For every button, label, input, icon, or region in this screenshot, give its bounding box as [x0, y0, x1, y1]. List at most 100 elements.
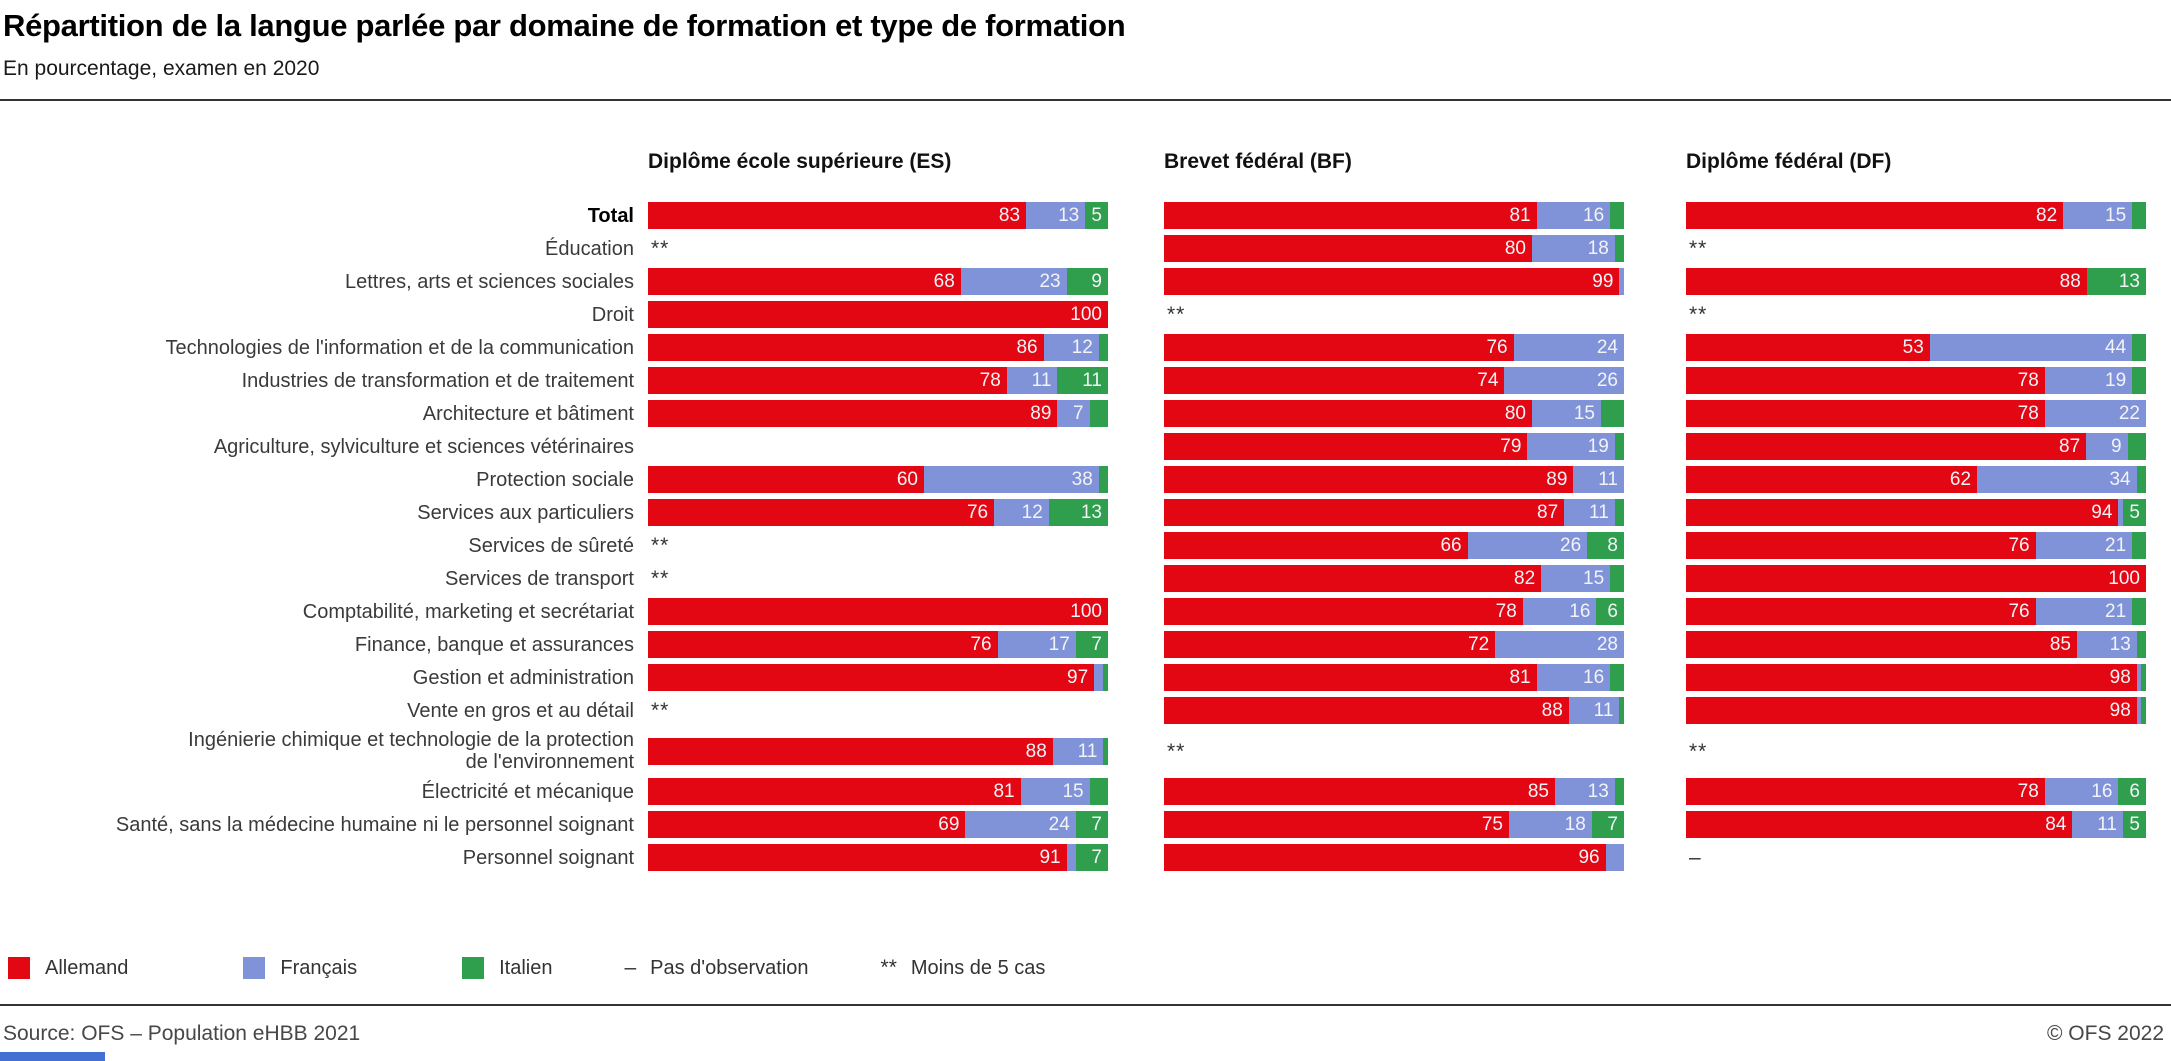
- bar-segment-allemand: 76: [1686, 532, 2036, 559]
- bar-segment-italien: 6: [2118, 778, 2146, 805]
- bar-value-label: 7: [1091, 847, 1102, 868]
- bar-value-label: 98: [2109, 700, 2131, 721]
- bar-value-label: 76: [2008, 601, 2030, 622]
- bar-segment-francais: [1605, 844, 1624, 871]
- stacked-bar: 85 13: [1164, 778, 1624, 805]
- stacked-bar: 88 11: [1164, 697, 1624, 724]
- bar-value-label: 23: [1039, 271, 1061, 292]
- bar-segment-italien: 7: [1075, 631, 1108, 658]
- panel-cell-bf: 89 11: [1164, 466, 1624, 493]
- bar-segment-italien: [2132, 334, 2146, 361]
- row-label: Architecture et bâtiment: [422, 402, 634, 425]
- bar-segment-allemand: 69: [648, 811, 966, 838]
- stacked-bar: 99: [1164, 268, 1624, 295]
- bar-segment-allemand: 72: [1164, 631, 1496, 658]
- top-divider: [0, 99, 2171, 101]
- bar-value-label: 11: [1589, 502, 1609, 523]
- bar-segment-francais: 17: [997, 631, 1076, 658]
- bar-value-label: 78: [979, 370, 1001, 391]
- bar-segment-francais: 11: [1573, 466, 1624, 493]
- chart-row: Éducation ** 80 18 **: [0, 232, 2146, 265]
- panel-cell-df: **: [1686, 738, 2146, 765]
- bar-segment-italien: [2132, 532, 2146, 559]
- bar-segment-italien: [1089, 778, 1108, 805]
- bar-segment-allemand: 78: [1686, 400, 2045, 427]
- bar-value-label: 69: [938, 814, 960, 835]
- bar-value-label: 74: [1477, 370, 1499, 391]
- bar-value-label: 97: [1067, 667, 1089, 688]
- bar-segment-allemand: 91: [648, 844, 1067, 871]
- bar-segment-francais: 21: [2035, 532, 2133, 559]
- bar-segment-italien: [1614, 778, 1624, 805]
- bar-segment-allemand: 83: [648, 202, 1027, 229]
- legend: Allemand Français Italien – Pas d'observatio…: [8, 956, 1045, 980]
- legend-symbol: –: [624, 956, 637, 979]
- bar-value-label: 60: [896, 469, 918, 490]
- panel-cell-bf: 76 24: [1164, 334, 1624, 361]
- bar-segment-francais: [2136, 697, 2142, 724]
- panel-cell-bf: 79 19: [1164, 433, 1624, 460]
- bar-segment-francais: 11: [1006, 367, 1058, 394]
- panel-cell-es: 88 11: [648, 737, 1108, 765]
- stacked-bar: 69 24 7: [648, 811, 1108, 838]
- bar-segment-italien: [2136, 631, 2146, 658]
- bar-value-label: 79: [1500, 436, 1522, 457]
- chart-row: Lettres, arts et sciences sociales 68 23 9 9…: [0, 265, 2146, 298]
- bar-value-label: 44: [2105, 337, 2127, 358]
- panel-cell-es: 78 11 11: [648, 367, 1108, 394]
- chart-row: Gestion et administration 97 81 16 98: [0, 661, 2146, 694]
- bar-segment-allemand: 100: [648, 301, 1108, 328]
- panel-cell-bf: 99: [1164, 268, 1624, 295]
- bar-value-label: 13: [1587, 781, 1609, 802]
- bar-value-label: 15: [1573, 403, 1595, 424]
- bar-value-label: 80: [1504, 238, 1526, 259]
- bar-segment-italien: [2136, 466, 2146, 493]
- chart-row: Droit 100 ** **: [0, 298, 2146, 331]
- panel-cell-es: 97: [648, 664, 1108, 691]
- marker-no-observation: –: [1689, 846, 1702, 869]
- panel-cell-df: 100: [1686, 565, 2146, 592]
- bar-segment-allemand: 82: [1686, 202, 2064, 229]
- stacked-bar: 100: [648, 301, 1108, 328]
- bar-segment-francais: 11: [1052, 737, 1104, 765]
- bar-value-label: 99: [1592, 271, 1614, 292]
- bar-segment-francais: 13: [1026, 202, 1086, 229]
- bar-segment-francais: 23: [960, 268, 1067, 295]
- legend-swatch-allemand: [8, 957, 30, 979]
- bar-segment-allemand: 78: [648, 367, 1007, 394]
- stacked-bar: 91 7: [648, 844, 1108, 871]
- stacked-bar: 100: [648, 598, 1108, 625]
- marker-less-than-5-cases: **: [651, 567, 670, 590]
- panel-cell-es: 68 23 9: [648, 268, 1108, 295]
- bar-segment-allemand: 60: [648, 466, 924, 493]
- panel-cell-bf: 72 28: [1164, 631, 1624, 658]
- bar-segment-italien: [1614, 499, 1624, 526]
- panel-cell-df: –: [1686, 844, 2146, 871]
- stacked-bar: 53 44: [1686, 334, 2146, 361]
- legend-item: Français: [243, 957, 357, 980]
- bar-value-label: 89: [1546, 469, 1568, 490]
- stacked-bar: 98: [1686, 697, 2146, 724]
- bar-value-label: 26: [1596, 370, 1618, 391]
- bar-value-label: 16: [1583, 205, 1605, 226]
- stacked-bar: 80 15: [1164, 400, 1624, 427]
- panel-cell-df: 85 13: [1686, 631, 2146, 658]
- bar-value-label: 24: [1596, 337, 1618, 358]
- row-label: Protection sociale: [476, 468, 634, 491]
- bar-segment-francais: 12: [1043, 334, 1099, 361]
- panel-cell-es: 86 12: [648, 334, 1108, 361]
- bar-value-label: 11: [1593, 700, 1614, 721]
- legend-label: Français: [280, 956, 358, 979]
- bar-segment-italien: [1610, 664, 1624, 691]
- panel-cell-df: 53 44: [1686, 334, 2146, 361]
- bar-segment-francais: 16: [1536, 664, 1611, 691]
- bar-value-label: 38: [1071, 469, 1093, 490]
- bar-segment-allemand: 53: [1686, 334, 1930, 361]
- bar-value-label: 78: [1495, 601, 1517, 622]
- panel-cell-es: **: [648, 565, 1108, 592]
- row-label: Comptabilité, marketing et secrétariat: [302, 600, 634, 623]
- marker-less-than-5-cases: **: [1167, 739, 1186, 763]
- bar-value-label: 82: [1514, 568, 1536, 589]
- bar-segment-francais: 15: [1020, 778, 1090, 805]
- bar-segment-italien: [1614, 235, 1624, 262]
